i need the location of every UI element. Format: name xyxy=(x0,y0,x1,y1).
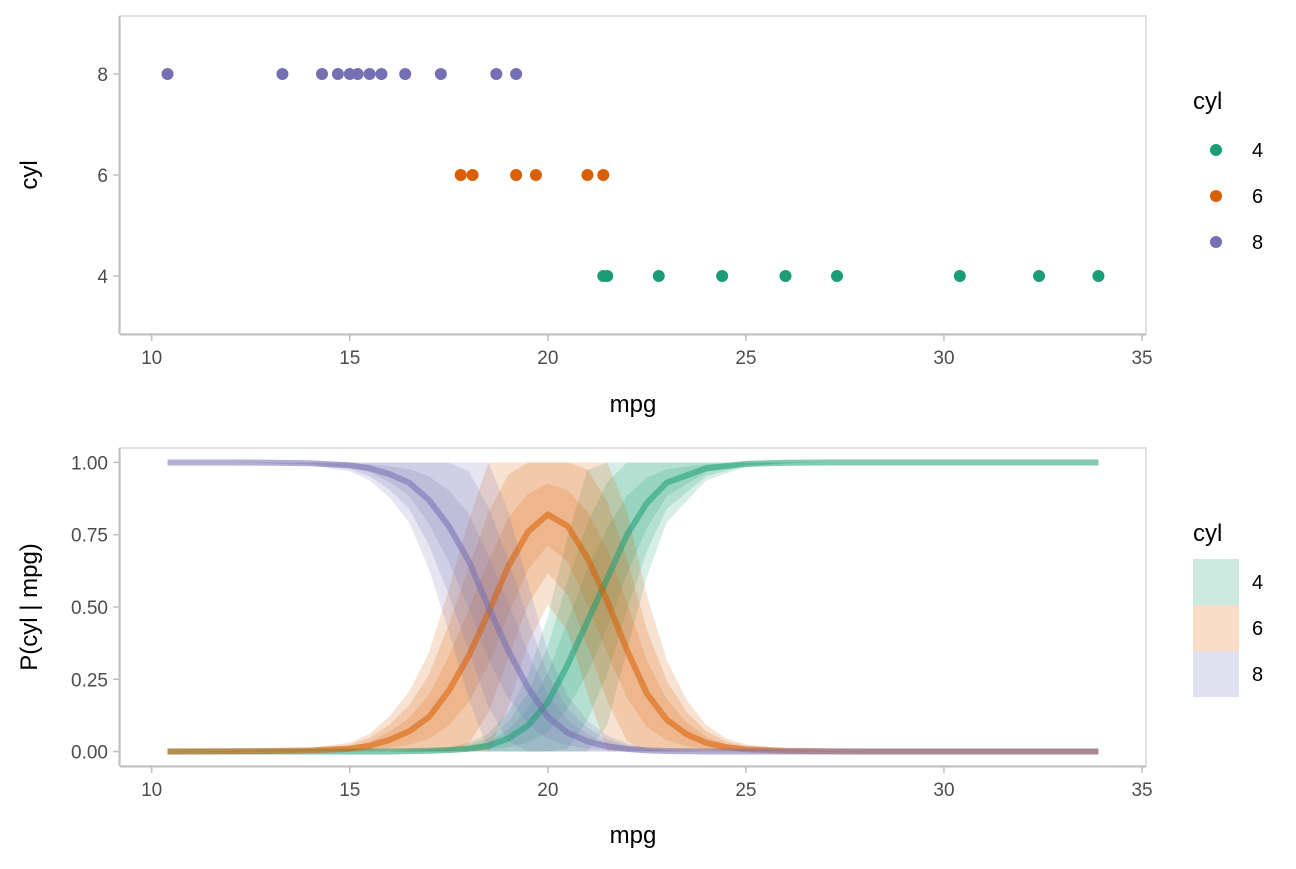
scatter-plot-frame xyxy=(119,15,1147,335)
scatter-point-cyl-8 xyxy=(399,68,412,81)
probability-x-ticks: 10 15 20 25 30 35 xyxy=(141,767,1153,801)
x-tick-label: 30 xyxy=(933,780,954,801)
scatter-point-cyl-8 xyxy=(316,68,329,81)
scatter-point-cyl-4 xyxy=(1092,269,1105,282)
scatter-point-cyl-8 xyxy=(276,68,289,81)
probability-legend-label-6: 6 xyxy=(1252,618,1263,640)
probability-legend-key-6 xyxy=(1193,605,1239,651)
scatter-legend-entry-8: 8 xyxy=(1210,232,1263,254)
x-tick-label: 20 xyxy=(537,348,558,369)
scatter-point-cyl-8 xyxy=(363,68,376,81)
band-cyl-6-50 xyxy=(167,483,1099,752)
y-tick-label: 8 xyxy=(97,65,108,86)
scatter-point-cyl-6 xyxy=(466,169,479,181)
scatter-point-cyl-6 xyxy=(454,169,467,181)
x-tick-label: 15 xyxy=(339,780,360,801)
scatter-point-cyl-4 xyxy=(716,269,729,282)
probability-x-axis-title: mpg xyxy=(610,822,657,849)
scatter-legend-label-4: 4 xyxy=(1252,140,1263,162)
probability-panel: 10 15 20 25 30 35 0.00 0.25 0.50 0.75 1.00 mpg P(… xyxy=(16,447,1263,849)
x-tick-label: 20 xyxy=(537,780,558,801)
y-tick-label: 4 xyxy=(97,267,108,288)
mean-line-cyl-8 xyxy=(167,459,1099,755)
probability-y-ticks: 0.00 0.25 0.50 0.75 1.00 xyxy=(71,453,119,764)
probability-legend-title: cyl xyxy=(1193,520,1222,547)
probability-legend-entry-6: 6 xyxy=(1193,605,1263,651)
scatter-point-cyl-8 xyxy=(490,68,503,81)
scatter-point-cyl-4 xyxy=(652,269,665,282)
probability-y-axis-title: P(cyl | mpg) xyxy=(16,543,43,671)
scatter-point-cyl-4 xyxy=(601,269,614,282)
y-tick-label: 0.00 xyxy=(71,743,108,764)
probability-legend-entry-8: 8 xyxy=(1193,651,1263,697)
probability-curves xyxy=(167,459,1099,755)
x-tick-label: 25 xyxy=(735,348,756,369)
scatter-point-cyl-6 xyxy=(529,169,542,181)
mean-line-cyl-4 xyxy=(167,459,1099,755)
probability-legend-entry-4: 4 xyxy=(1193,559,1263,605)
probability-legend-label-8: 8 xyxy=(1252,664,1263,686)
scatter-y-axis-title: cyl xyxy=(16,160,43,189)
band-cyl-6-95 xyxy=(167,462,1099,752)
x-tick-label: 35 xyxy=(1131,780,1152,801)
scatter-legend-label-6: 6 xyxy=(1252,186,1263,208)
scatter-point-cyl-8 xyxy=(375,68,388,81)
scatter-x-ticks: 10 15 20 25 30 35 xyxy=(141,335,1153,369)
scatter-point-cyl-8 xyxy=(161,68,174,81)
scatter-legend-label-8: 8 xyxy=(1252,232,1263,254)
x-tick-label: 15 xyxy=(339,348,360,369)
scatter-point-cyl-4 xyxy=(831,269,844,282)
scatter-legend-entry-6: 6 xyxy=(1210,186,1263,208)
x-tick-label: 10 xyxy=(141,780,162,801)
y-tick-label: 0.25 xyxy=(71,670,108,691)
scatter-point-cyl-8 xyxy=(510,68,523,81)
probability-legend: cyl 4 6 8 xyxy=(1193,520,1263,697)
scatter-panel: 10 15 20 25 30 35 4 6 8 mpg cyl cyl 4 6 8 xyxy=(16,15,1263,418)
scatter-point-cyl-6 xyxy=(510,169,523,181)
probability-legend-key-8 xyxy=(1193,651,1239,697)
scatter-point-cyl-8 xyxy=(434,68,447,81)
band-cyl-4-95 xyxy=(167,462,1099,752)
x-tick-label: 10 xyxy=(141,348,162,369)
scatter-y-ticks: 4 6 8 xyxy=(97,65,119,288)
scatter-point-cyl-4 xyxy=(1033,269,1046,282)
scatter-legend-key-6 xyxy=(1210,190,1222,202)
scatter-legend-title: cyl xyxy=(1193,88,1222,115)
scatter-legend: cyl 4 6 8 xyxy=(1193,88,1263,254)
scatter-points xyxy=(161,68,1105,282)
probability-legend-key-4 xyxy=(1193,559,1239,605)
y-tick-label: 6 xyxy=(97,166,108,187)
scatter-point-cyl-4 xyxy=(953,269,966,282)
probability-legend-label-4: 4 xyxy=(1252,572,1263,594)
x-tick-label: 25 xyxy=(735,780,756,801)
scatter-legend-entry-4: 4 xyxy=(1210,140,1263,162)
x-tick-label: 30 xyxy=(933,348,954,369)
y-tick-label: 0.50 xyxy=(71,598,108,619)
band-cyl-6-80 xyxy=(167,462,1099,752)
scatter-x-axis-title: mpg xyxy=(610,391,657,418)
x-tick-label: 35 xyxy=(1131,348,1152,369)
scatter-point-cyl-4 xyxy=(779,269,792,282)
scatter-point-cyl-8 xyxy=(331,68,344,81)
scatter-point-cyl-6 xyxy=(597,169,610,181)
y-tick-label: 0.75 xyxy=(71,526,108,547)
scatter-legend-key-8 xyxy=(1210,236,1222,248)
scatter-legend-key-4 xyxy=(1210,144,1222,156)
y-tick-label: 1.00 xyxy=(71,453,108,474)
scatter-point-cyl-8 xyxy=(351,68,364,81)
scatter-point-cyl-6 xyxy=(581,169,594,181)
